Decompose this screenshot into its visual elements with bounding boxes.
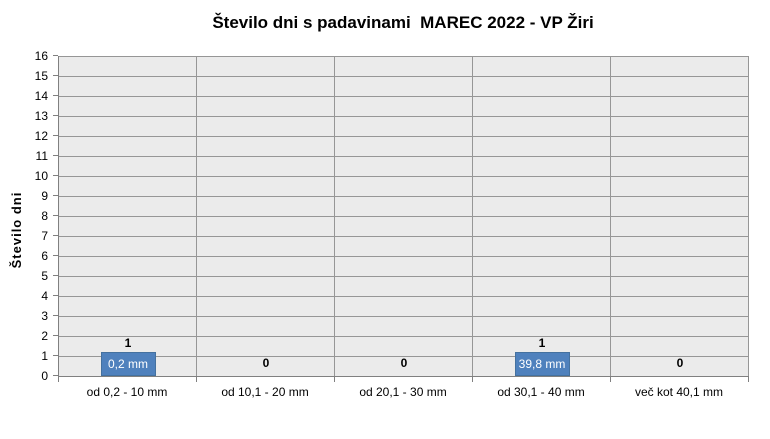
y-tick-mark <box>53 75 58 76</box>
plot-area: 0,2 mm 1 0 0 39,8 mm 1 0 <box>53 55 749 382</box>
gridline <box>59 336 749 337</box>
x-tick-mark <box>610 376 611 382</box>
gridline <box>59 96 749 97</box>
bar-amount-label: 39,8 mm <box>514 352 570 376</box>
y-tick-mark <box>53 355 58 356</box>
chart-title: Število dni s padavinami MAREC 2022 - VP… <box>212 13 594 32</box>
column-separator <box>610 56 611 376</box>
gridline <box>59 116 749 117</box>
x-category-label: od 30,1 - 40 mm <box>497 385 585 399</box>
y-tick-mark <box>53 55 58 56</box>
y-tick-label: 12 <box>34 129 48 143</box>
bar-value-label: 1 <box>124 336 132 350</box>
gridline <box>59 316 749 317</box>
y-tick-label: 4 <box>41 289 48 303</box>
gridline <box>59 56 749 57</box>
gridline <box>59 256 749 257</box>
gridline <box>59 296 749 297</box>
y-tick-mark <box>53 375 58 376</box>
x-tick-mark <box>334 376 335 382</box>
bar-value-label: 0 <box>400 356 408 370</box>
y-tick-label: 16 <box>34 49 48 63</box>
y-tick-label: 2 <box>41 329 48 343</box>
x-tick-mark <box>748 376 749 382</box>
x-category-label: več kot 40,1 mm <box>634 385 724 399</box>
gridline <box>59 196 749 197</box>
y-tick-label: 14 <box>34 89 48 103</box>
column-separator <box>334 56 335 376</box>
gridline <box>59 276 749 277</box>
y-tick-mark <box>53 315 58 316</box>
y-tick-label: 3 <box>41 309 48 323</box>
bar-value-label: 1 <box>538 336 546 350</box>
x-tick-mark <box>58 376 59 382</box>
y-tick-mark <box>53 155 58 156</box>
y-tick-label: 6 <box>41 249 48 263</box>
y-tick-mark <box>53 135 58 136</box>
gridline <box>59 76 749 77</box>
y-tick-label: 10 <box>34 169 48 183</box>
gridline <box>59 356 749 357</box>
column-separator <box>472 56 473 376</box>
y-tick-label: 0 <box>41 369 48 383</box>
gridline <box>59 216 749 217</box>
y-tick-label: 8 <box>41 209 48 223</box>
y-tick-mark <box>53 215 58 216</box>
y-tick-label: 5 <box>41 269 48 283</box>
y-tick-mark <box>53 175 58 176</box>
y-tick-mark <box>53 295 58 296</box>
x-category-label: od 0,2 - 10 mm <box>86 385 168 399</box>
x-tick-mark <box>472 376 473 382</box>
x-category-label: od 20,1 - 30 mm <box>359 385 447 399</box>
y-tick-mark <box>53 275 58 276</box>
y-tick-mark <box>53 195 58 196</box>
y-tick-label: 1 <box>41 349 48 363</box>
y-tick-mark <box>53 115 58 116</box>
column-separator <box>196 56 197 376</box>
y-tick-mark <box>53 255 58 256</box>
y-tick-label: 13 <box>34 109 48 123</box>
x-tick-mark <box>196 376 197 382</box>
bar-value-label: 0 <box>262 356 270 370</box>
x-category-label: od 10,1 - 20 mm <box>221 385 309 399</box>
gridline <box>59 156 749 157</box>
y-tick-label: 15 <box>34 69 48 83</box>
gridline <box>59 236 749 237</box>
y-tick-label: 9 <box>41 189 48 203</box>
bar-value-label: 0 <box>676 356 684 370</box>
y-tick-mark <box>53 95 58 96</box>
column-separator <box>748 56 749 376</box>
bar-amount-label: 0,2 mm <box>100 352 156 376</box>
x-axis: od 0,2 - 10 mm od 10,1 - 20 mm od 20,1 - 3… <box>58 384 748 402</box>
y-tick-label: 7 <box>41 229 48 243</box>
y-tick-mark <box>53 335 58 336</box>
y-tick-label: 11 <box>35 149 48 163</box>
gridline <box>59 136 749 137</box>
y-tick-mark <box>53 235 58 236</box>
gridline <box>59 176 749 177</box>
y-axis: 0 1 2 3 4 5 6 7 8 9 10 11 12 13 14 15 16 <box>0 49 48 383</box>
